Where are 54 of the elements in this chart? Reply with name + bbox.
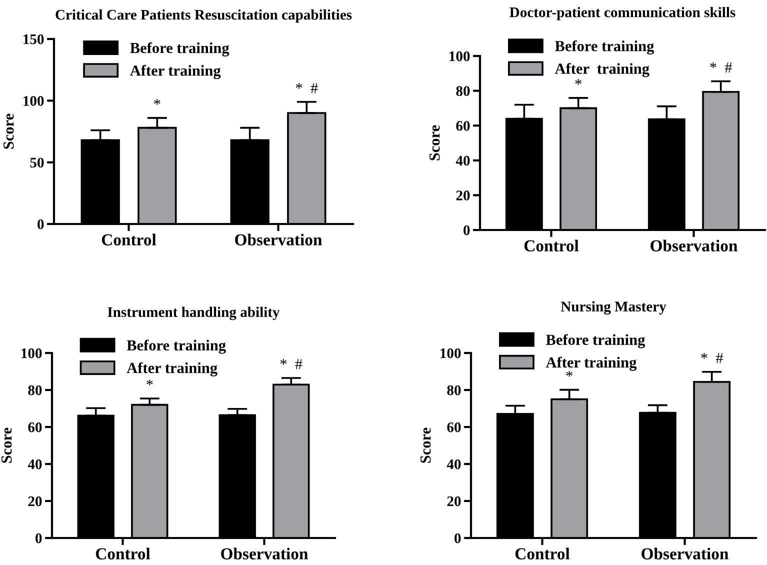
y-tick-label: 60 [456,120,470,131]
x-tick-label: Observation [642,548,728,560]
annotation: * [575,79,582,85]
legend-label: Before training [130,42,230,56]
annotation: * [146,380,153,386]
y-axis-title: Score [429,125,440,160]
y-tick-label: 0 [464,225,470,236]
y-tick-label: 20 [456,190,470,200]
y-tick-label: 80 [456,86,470,96]
annotation: * # [710,62,732,72]
x-tick-label: Control [96,548,150,560]
y-tick-label: 40 [446,459,461,470]
y-tick-label: 0 [38,219,44,230]
y-tick-label: 20 [28,496,42,506]
annotation: * # [701,353,724,364]
y-tick-label: 100 [440,348,461,358]
y-tick-label: 80 [28,385,42,396]
y-tick-label: 100 [450,51,470,62]
legend-label: Before training [554,40,654,54]
y-tick-label: 100 [22,348,42,358]
chart-title: Critical Care Patients Resuscitation capabilities [56,9,352,23]
y-tick-label: 80 [447,385,461,396]
y-tick-label: 60 [447,422,461,432]
y-tick-label: 0 [36,533,42,544]
legend-label: After training [130,64,221,80]
y-tick-label: 60 [28,422,42,432]
legend-label: Before training [126,340,226,354]
annotation: * [566,371,572,377]
chart-title: Instrument handling ability [108,306,280,320]
legend-label: After training [126,362,218,376]
x-tick-label: Observation [650,240,738,252]
y-axis-title: Score [3,114,14,149]
x-tick-label: Control [102,234,156,246]
legend-label: After training [546,356,637,371]
y-tick-label: 40 [456,156,470,166]
y-tick-label: 20 [447,496,461,506]
x-tick-label: Observation [235,234,322,246]
annotation: * # [296,83,318,94]
annotation: * [154,99,160,105]
annotation: * # [280,359,302,370]
y-tick-label: 50 [30,158,44,168]
y-tick-label: 40 [28,459,42,470]
y-axis-title: Score [1,428,12,463]
chart-title: Nursing Mastery [560,301,666,315]
x-tick-label: Observation [221,548,308,560]
x-tick-label: Control [524,240,579,252]
legend-label: After training [554,62,650,78]
chart-title: Doctor-patient communication skills [510,6,736,20]
y-tick-label: 150 [24,34,44,44]
y-axis-title: Score [420,428,431,463]
y-tick-label: 100 [24,96,44,106]
x-tick-label: Control [515,548,570,560]
legend-label: Before training [546,334,646,348]
y-tick-label: 0 [454,533,461,544]
